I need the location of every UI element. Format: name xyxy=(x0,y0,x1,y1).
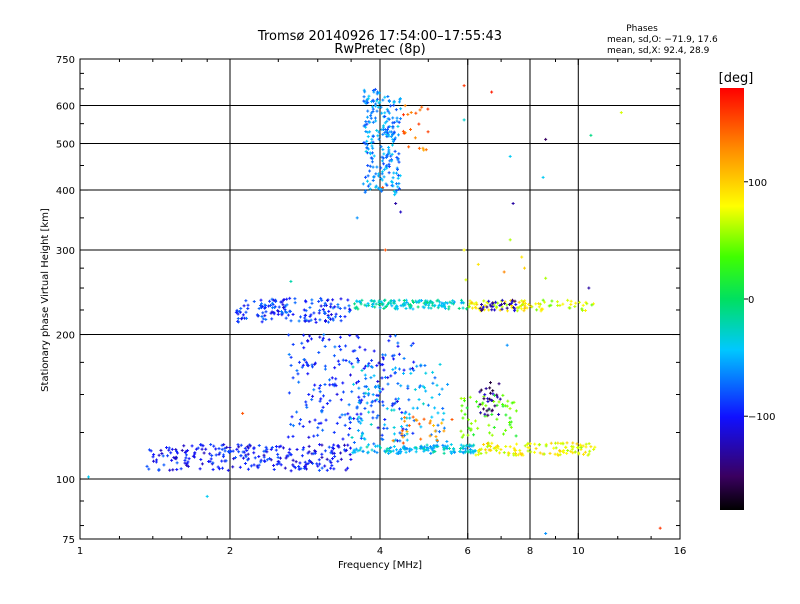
x-tick-label: 1 xyxy=(77,546,83,557)
phases-heading: Phases xyxy=(626,24,658,34)
x-tick-label: 2 xyxy=(227,546,233,557)
y-tick-label: 300 xyxy=(56,246,75,257)
phases-o-stats: mean, sd,O: −71.9, 17.6 xyxy=(607,35,718,45)
x-tick-label: 16 xyxy=(674,546,687,557)
y-tick-label: 75 xyxy=(62,535,75,546)
y-tick-label: 750 xyxy=(56,55,75,66)
phases-x-stats: mean, sd,X: 92.4, 28.9 xyxy=(607,46,710,56)
x-tick-label: 6 xyxy=(465,546,471,557)
y-tick-label: 600 xyxy=(56,102,75,113)
x-tick-label: 10 xyxy=(572,546,585,557)
chart-subtitle: RwPretec (8p) xyxy=(334,42,425,57)
y-tick-label: 500 xyxy=(56,140,75,151)
y-tick-label: 100 xyxy=(56,475,75,486)
x-tick-label: 4 xyxy=(377,546,383,557)
y-tick-label: 200 xyxy=(56,331,75,342)
x-tick-label: 8 xyxy=(527,546,533,557)
y-tick-label: 400 xyxy=(56,186,75,197)
